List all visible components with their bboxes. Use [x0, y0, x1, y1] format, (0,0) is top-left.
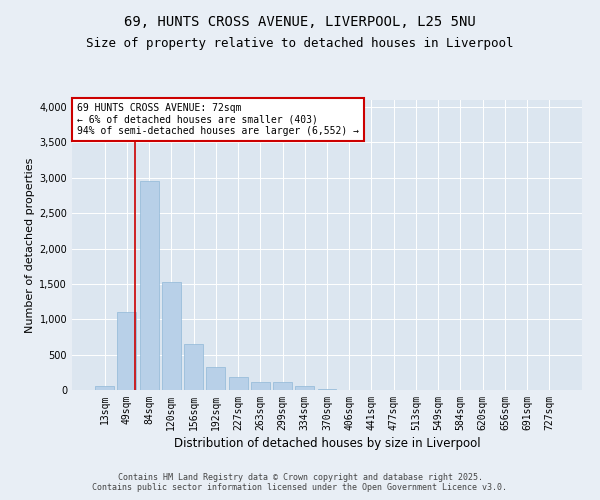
Bar — [206, 366, 225, 390]
Bar — [229, 376, 248, 390]
Bar — [140, 182, 158, 390]
Bar — [95, 386, 114, 390]
Bar — [162, 282, 181, 390]
Text: Size of property relative to detached houses in Liverpool: Size of property relative to detached ho… — [86, 38, 514, 51]
Text: Contains HM Land Registry data © Crown copyright and database right 2025.
Contai: Contains HM Land Registry data © Crown c… — [92, 473, 508, 492]
Text: 69, HUNTS CROSS AVENUE, LIVERPOOL, L25 5NU: 69, HUNTS CROSS AVENUE, LIVERPOOL, L25 5… — [124, 15, 476, 29]
Bar — [251, 382, 270, 390]
X-axis label: Distribution of detached houses by size in Liverpool: Distribution of detached houses by size … — [173, 437, 481, 450]
Bar — [295, 386, 314, 390]
Y-axis label: Number of detached properties: Number of detached properties — [25, 158, 35, 332]
Bar — [118, 312, 136, 390]
Bar — [317, 388, 337, 390]
Text: 69 HUNTS CROSS AVENUE: 72sqm
← 6% of detached houses are smaller (403)
94% of se: 69 HUNTS CROSS AVENUE: 72sqm ← 6% of det… — [77, 103, 359, 136]
Bar — [273, 382, 292, 390]
Bar — [184, 344, 203, 390]
